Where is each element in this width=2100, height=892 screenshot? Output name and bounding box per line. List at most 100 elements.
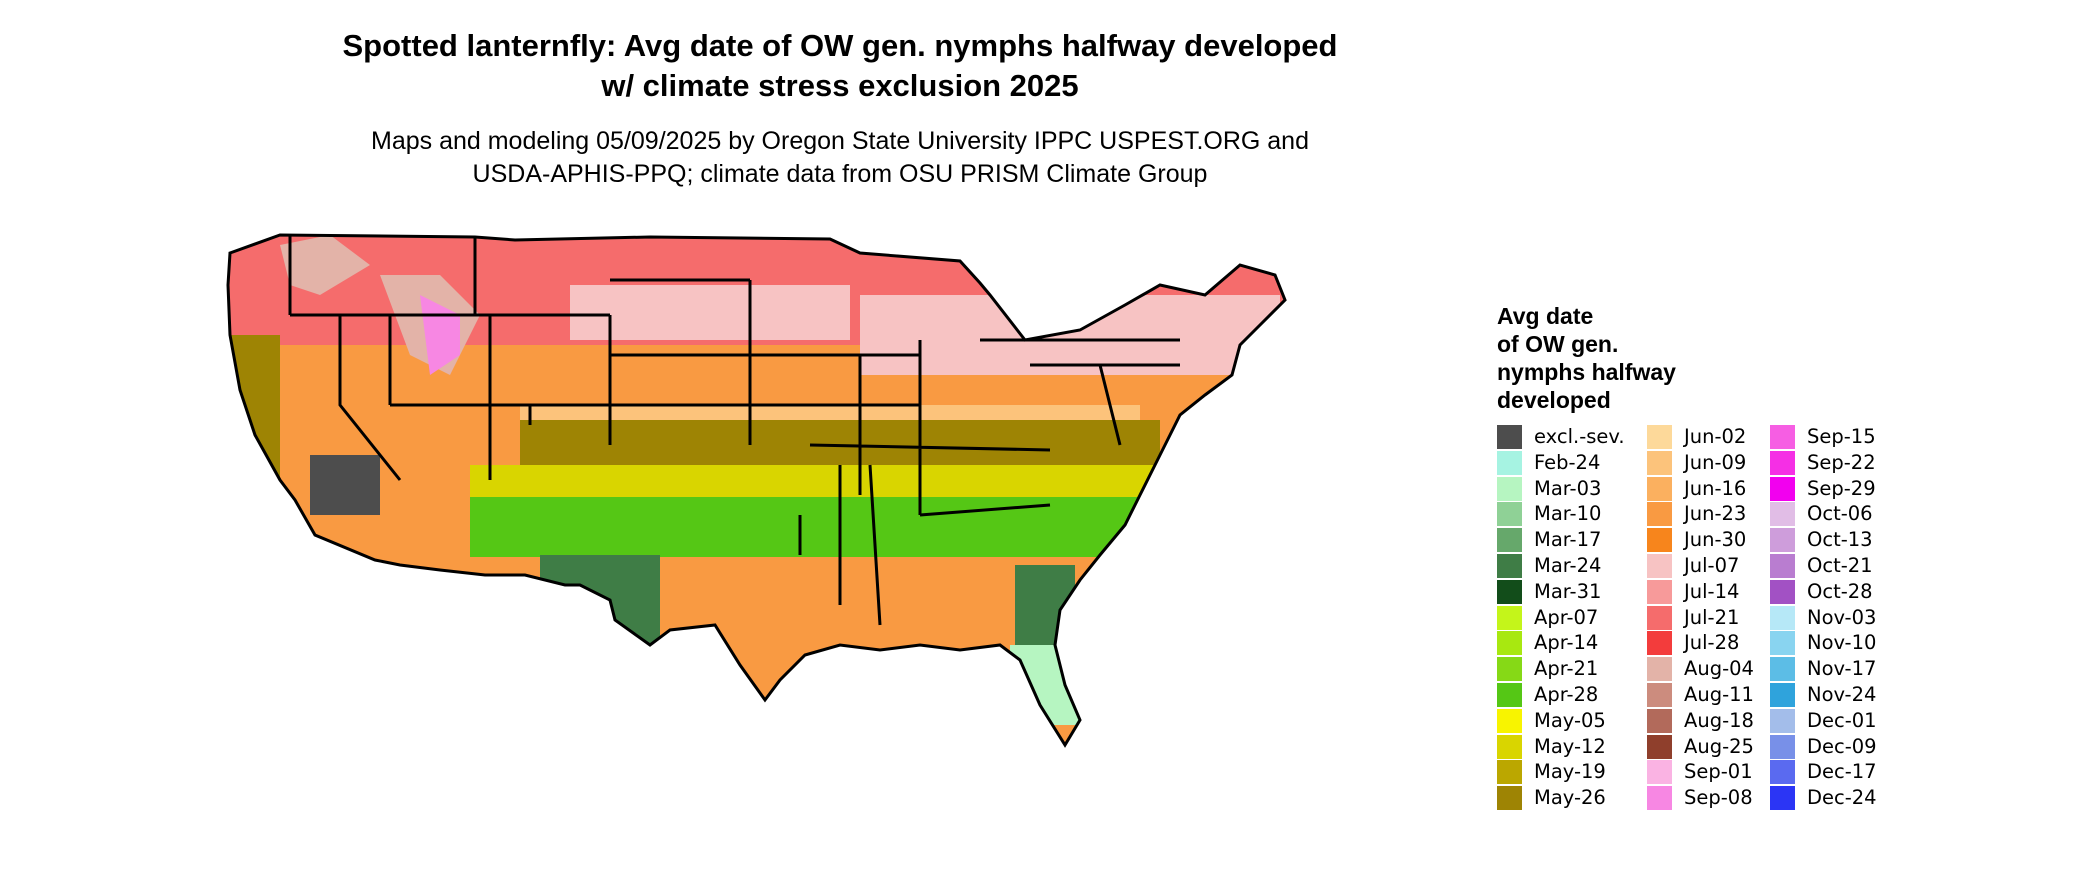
legend-label: Dec-24	[1807, 786, 1877, 810]
legend-swatch	[1770, 734, 1795, 759]
legend-swatch	[1647, 553, 1672, 578]
legend-label: Apr-21	[1534, 657, 1599, 681]
legend-swatch	[1647, 657, 1672, 682]
us-phenology-map	[226, 233, 1287, 748]
legend-swatch	[1770, 476, 1795, 501]
legend-label: Sep-29	[1807, 476, 1876, 500]
legend-swatch	[1497, 760, 1522, 785]
legend-swatch	[1497, 502, 1522, 527]
southeastern-state-lines	[798, 464, 1051, 626]
legend-swatch	[1647, 786, 1672, 811]
legend-label: Aug-11	[1684, 682, 1754, 706]
legend-label: Dec-01	[1807, 708, 1877, 732]
legend-label: Nov-03	[1807, 605, 1877, 629]
legend-swatch	[1770, 786, 1795, 811]
color-legend: Avg date of OW gen. nymphs halfway devel…	[1497, 302, 1967, 822]
legend-label: Aug-18	[1684, 708, 1754, 732]
legend-title-line-3: nymphs halfway	[1497, 359, 1676, 385]
legend-swatch	[1497, 605, 1522, 630]
legend-swatch	[1497, 528, 1522, 553]
legend-swatch	[1647, 631, 1672, 656]
legend-swatch	[1770, 579, 1795, 604]
legend-label: Sep-15	[1807, 425, 1876, 448]
mountain-state-lines	[390, 313, 492, 480]
south-texas-zone	[540, 555, 660, 645]
legend-label: Jun-09	[1684, 450, 1747, 474]
legend-swatch	[1647, 734, 1672, 759]
legend-swatch	[1770, 528, 1795, 553]
legend-label: Jul-21	[1684, 605, 1740, 629]
legend-label: Oct-21	[1807, 553, 1873, 577]
legend-swatch	[1647, 476, 1672, 501]
legend-label: May-19	[1534, 760, 1606, 784]
legend-swatch	[1770, 605, 1795, 630]
national-border	[226, 233, 1287, 748]
legend-swatch	[1770, 682, 1795, 707]
legend-label: May-05	[1534, 708, 1606, 732]
legend-label: May-12	[1534, 734, 1606, 758]
legend-label: excl.-sev.	[1534, 425, 1625, 448]
legend-title-line-1: Avg date	[1497, 303, 1594, 329]
legend-label: Jul-28	[1684, 631, 1740, 655]
arizona-excluded-zone	[310, 455, 380, 515]
map-title-line-1: Spotted lanternfly: Avg date of OW gen. …	[342, 28, 1338, 63]
legend-swatch	[1497, 657, 1522, 682]
legend-swatch	[1647, 528, 1672, 553]
legend-label: Jun-16	[1684, 476, 1747, 500]
legend-label: Aug-04	[1684, 657, 1754, 681]
legend-label: Dec-09	[1807, 734, 1877, 758]
legend-swatch	[1647, 708, 1672, 733]
legend-label: Nov-10	[1807, 631, 1877, 655]
legend-swatch	[1770, 450, 1795, 475]
legend-label: Jul-14	[1684, 579, 1740, 603]
legend-swatch	[1647, 682, 1672, 707]
legend-swatch	[1497, 708, 1522, 733]
legend-label: Oct-06	[1807, 502, 1873, 526]
legend-label: Apr-14	[1534, 631, 1599, 655]
legend-swatch	[1647, 579, 1672, 604]
legend-title-line-2: of OW gen.	[1497, 331, 1619, 357]
rockies-north-zone	[280, 235, 370, 295]
legend-swatch	[1647, 760, 1672, 785]
legend-label: Nov-24	[1807, 682, 1877, 706]
legend-label: Oct-13	[1807, 528, 1873, 552]
legend-label: Mar-10	[1534, 502, 1602, 526]
northern-plains-zone	[570, 285, 850, 340]
legend-swatch	[1770, 553, 1795, 578]
legend-label: Jun-23	[1684, 502, 1747, 526]
legend-swatch	[1647, 425, 1672, 449]
legend-label: Mar-17	[1534, 528, 1602, 552]
legend-label: Sep-01	[1684, 760, 1753, 784]
plains-state-lines	[473, 237, 612, 445]
legend-label: Mar-31	[1534, 579, 1602, 603]
legend-label: Mar-24	[1534, 553, 1602, 577]
legend-label: Jun-02	[1684, 425, 1747, 448]
legend-label: Sep-08	[1684, 786, 1753, 810]
florida-zone	[1015, 565, 1075, 655]
legend-swatch	[1647, 502, 1672, 527]
gulf-green-zone	[470, 497, 1170, 557]
legend-swatch	[1497, 579, 1522, 604]
legend-label: Sep-22	[1807, 450, 1876, 474]
legend-swatch	[1770, 760, 1795, 785]
legend-label: Nov-17	[1807, 657, 1877, 681]
legend-label: Feb-24	[1534, 450, 1601, 474]
legend-swatch	[1770, 708, 1795, 733]
legend-title-line-4: developed	[1497, 387, 1611, 413]
great-lakes-zone	[860, 295, 1280, 375]
legend-swatch	[1770, 502, 1795, 527]
northeastern-state-lines	[980, 338, 1180, 446]
legend-label: Oct-28	[1807, 579, 1873, 603]
map-subtitle-line-2: USDA-APHIS-PPQ; climate data from OSU PR…	[472, 160, 1208, 188]
legend-label: Apr-28	[1534, 682, 1599, 706]
legend-label: Aug-25	[1684, 734, 1754, 758]
legend-label: May-26	[1534, 786, 1606, 810]
central-state-lines	[528, 278, 760, 445]
legend-swatch	[1770, 425, 1795, 449]
legend-swatch	[1497, 476, 1522, 501]
legend-label: Jul-07	[1684, 553, 1740, 577]
legend-label: Dec-17	[1807, 760, 1877, 784]
legend-swatch	[1497, 734, 1522, 759]
legend-swatch	[1497, 553, 1522, 578]
western-state-lines	[288, 235, 402, 481]
